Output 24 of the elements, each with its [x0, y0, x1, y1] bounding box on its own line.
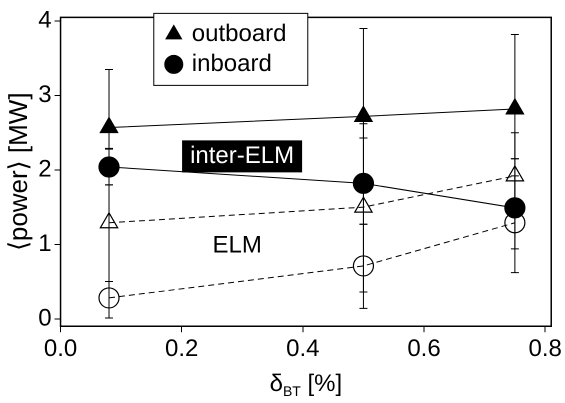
point — [504, 197, 526, 218]
y-tick-label: 1 — [38, 230, 52, 257]
point — [352, 172, 374, 194]
point — [100, 116, 118, 134]
point — [506, 98, 524, 115]
annotation: inter-ELM — [190, 142, 294, 169]
x-tick-label: 0.0 — [44, 335, 78, 362]
point — [354, 196, 373, 213]
x-tick-label: 0.8 — [528, 335, 562, 362]
y-tick-label: 2 — [38, 156, 52, 183]
x-tick-label: 0.2 — [165, 335, 198, 362]
legend-label: inboard — [192, 50, 272, 78]
annotation: ELM — [212, 232, 262, 259]
x-tick-label: 0.4 — [286, 335, 320, 362]
y-tick-label: 4 — [38, 6, 52, 34]
point — [354, 106, 373, 122]
y-tick-label: 3 — [38, 81, 52, 108]
point — [98, 287, 120, 309]
legend-label: outboard — [192, 20, 287, 48]
point — [506, 165, 524, 182]
y-tick-label: 0 — [38, 304, 52, 332]
y-axis-title: ⟨power⟩ [MW] — [2, 92, 33, 252]
x-tick-label: 0.6 — [407, 335, 441, 362]
point — [352, 255, 374, 277]
